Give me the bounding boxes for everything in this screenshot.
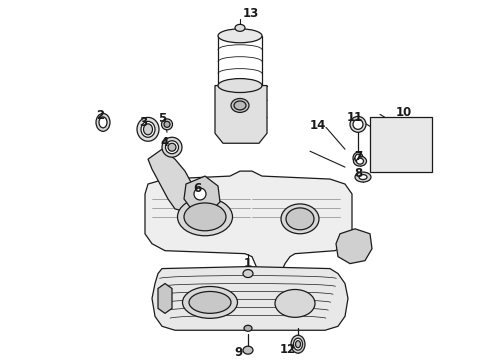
Ellipse shape (162, 119, 172, 130)
Ellipse shape (144, 124, 152, 135)
Text: 1: 1 (244, 257, 252, 270)
Text: 3: 3 (139, 116, 147, 129)
Ellipse shape (281, 204, 319, 234)
Polygon shape (158, 284, 172, 313)
Polygon shape (145, 171, 352, 276)
Ellipse shape (353, 156, 367, 166)
Ellipse shape (137, 117, 159, 141)
Polygon shape (184, 176, 220, 212)
Ellipse shape (353, 152, 363, 164)
Text: 7: 7 (354, 150, 362, 163)
Text: 4: 4 (161, 136, 169, 149)
Text: 10: 10 (396, 106, 412, 119)
Polygon shape (336, 229, 372, 264)
Ellipse shape (243, 270, 253, 278)
Text: 13: 13 (243, 8, 259, 21)
Ellipse shape (355, 154, 361, 162)
Bar (370, 117, 432, 172)
Polygon shape (148, 149, 195, 211)
Text: 11: 11 (347, 111, 363, 124)
Ellipse shape (164, 121, 170, 127)
Ellipse shape (231, 99, 249, 112)
Ellipse shape (166, 141, 178, 154)
Text: 2: 2 (96, 109, 104, 122)
Ellipse shape (294, 338, 302, 350)
Text: 8: 8 (354, 167, 362, 180)
Ellipse shape (275, 289, 315, 317)
Ellipse shape (194, 188, 206, 200)
Ellipse shape (96, 113, 110, 131)
Ellipse shape (359, 175, 367, 180)
Ellipse shape (243, 346, 253, 354)
Polygon shape (215, 86, 267, 143)
Ellipse shape (286, 208, 314, 230)
Ellipse shape (357, 158, 364, 164)
Ellipse shape (355, 172, 371, 182)
Text: 14: 14 (310, 119, 326, 132)
Ellipse shape (184, 203, 226, 231)
Ellipse shape (218, 29, 262, 43)
Ellipse shape (350, 116, 366, 132)
Ellipse shape (162, 137, 182, 157)
Ellipse shape (244, 325, 252, 331)
Ellipse shape (141, 121, 155, 137)
Ellipse shape (295, 341, 300, 348)
Text: 6: 6 (193, 181, 201, 194)
Text: 5: 5 (158, 112, 166, 125)
Polygon shape (152, 267, 348, 330)
Ellipse shape (177, 198, 232, 236)
Ellipse shape (353, 120, 363, 129)
Text: 9: 9 (234, 346, 242, 359)
Ellipse shape (99, 117, 107, 128)
Ellipse shape (168, 143, 176, 151)
Ellipse shape (189, 292, 231, 313)
Ellipse shape (234, 101, 246, 110)
Text: 12: 12 (280, 343, 296, 356)
Ellipse shape (235, 24, 245, 31)
Ellipse shape (291, 335, 305, 353)
Ellipse shape (218, 78, 262, 93)
Ellipse shape (182, 287, 238, 318)
